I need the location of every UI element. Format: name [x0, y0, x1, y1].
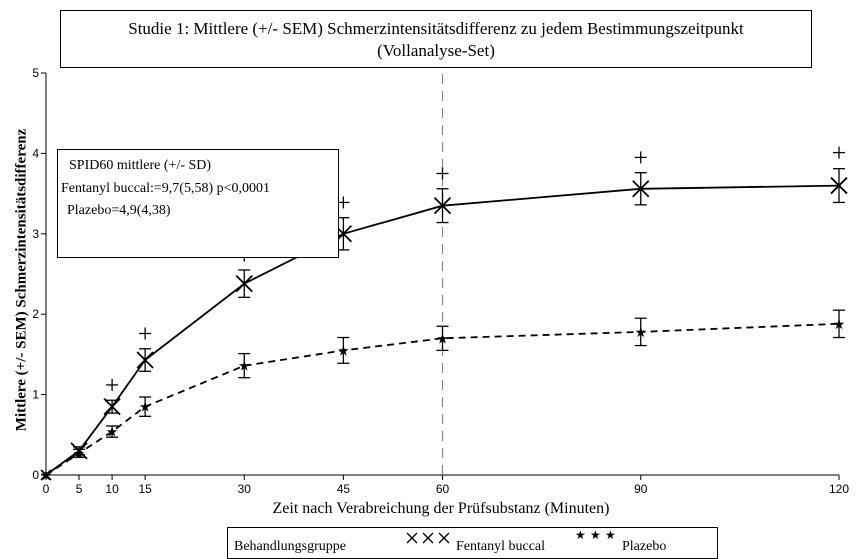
x-tick-label-15: 15: [138, 482, 152, 496]
marker-x-7: [632, 180, 650, 198]
x-tick-label-120: 120: [829, 482, 849, 496]
legend-entry-placebo: Plazebo: [622, 539, 667, 554]
error-bar-1-2: [106, 425, 119, 438]
svg-text:★: ★: [590, 528, 601, 542]
significance-plus-1: [139, 327, 152, 340]
y-tick-label-0: 0: [32, 468, 39, 482]
x-tick-label-60: 60: [436, 482, 450, 496]
chart-title: Studie 1: Mittlere (+/- SEM) Schmerzinte…: [128, 19, 744, 38]
y-tick-label-1: 1: [32, 388, 39, 402]
error-bar-1-8: [833, 309, 845, 339]
significance-plus-3: [337, 196, 350, 209]
legend: Behandlungsgruppe Fentanyl buccal ★ ★ ★ Pl…: [227, 527, 718, 559]
chart-title-box: Studie 1: Mittlere (+/- SEM) Schmerzinte…: [60, 10, 812, 68]
marker-x-8: [830, 176, 848, 195]
marker-star-5: ★: [337, 343, 350, 359]
error-bar-1-3: [139, 396, 152, 417]
marker-x-2: [103, 398, 121, 416]
marker-x-0: [40, 469, 52, 481]
x-tick-label-0: 0: [43, 482, 50, 496]
series-line-1: [45, 322, 840, 476]
svg-text:★: ★: [575, 528, 586, 542]
x-tick-label-45: 45: [337, 482, 351, 496]
y-tick-label-2: 2: [32, 307, 39, 321]
marker-star-2: ★: [106, 425, 119, 441]
error-bars: [73, 168, 845, 458]
y-axis-label: Mittlere (+/- SEM) Schmerzintensitätsdif…: [13, 128, 30, 432]
marker-star-3: ★: [139, 400, 152, 416]
annotation-title: SPID60 mittlere (+/- SD): [69, 158, 212, 173]
marker-star-8: ★: [833, 317, 846, 333]
annotation-line-fentanyl: Fentanyl buccal:=9,7(5,58) p<0,0001: [61, 181, 271, 196]
x-axis-label: Zeit nach Verabreichung der Prüfsubstanz…: [272, 500, 610, 517]
y-tick-label-4: 4: [32, 146, 39, 160]
significance-plus-4: [436, 167, 449, 180]
marker-star-7: ★: [634, 325, 647, 341]
legend-entry-fentanyl: Fentanyl buccal: [456, 539, 546, 554]
legend-star-marker-icon: ★ ★ ★: [575, 528, 616, 542]
x-tick-label-30: 30: [238, 482, 252, 496]
legend-x-marker-icon: [406, 532, 450, 544]
marker-x-4: [235, 275, 253, 293]
svg-text:★: ★: [605, 528, 616, 542]
error-bar-1-6: [436, 325, 449, 352]
x-tick-label-90: 90: [634, 482, 648, 496]
chart-subtitle: (Vollanalyse-Set): [377, 41, 495, 60]
marker-star-0: ★: [40, 468, 53, 484]
marker-star-4: ★: [238, 359, 251, 375]
annotation-line-placebo: Plazebo=4,9(4,38): [67, 203, 171, 218]
error-bar-1-4: [238, 352, 251, 379]
significance-plus-5: [634, 151, 647, 164]
series-markers: ★ ★ ★ ★ ★ ★ ★ ★ ★: [40, 176, 848, 484]
marker-star-1: ★: [73, 446, 86, 462]
significance-plus-6: [833, 146, 845, 159]
marker-x-1: [70, 442, 88, 460]
marker-x-3: [136, 351, 154, 369]
legend-heading: Behandlungsgruppe: [234, 539, 346, 554]
marker-x-6: [433, 197, 452, 215]
x-tick-label-5: 5: [76, 482, 83, 496]
error-bar-1-7: [634, 317, 647, 347]
error-bar-1-5: [337, 336, 350, 364]
x-tick-label-10: 10: [105, 482, 119, 496]
significance-plus-0: [106, 378, 119, 391]
y-tick-label-5: 5: [32, 66, 39, 80]
annotation-box: SPID60 mittlere (+/- SD) Fentanyl buccal…: [57, 149, 339, 258]
marker-star-6: ★: [436, 331, 449, 347]
y-tick-label-3: 3: [32, 227, 39, 241]
